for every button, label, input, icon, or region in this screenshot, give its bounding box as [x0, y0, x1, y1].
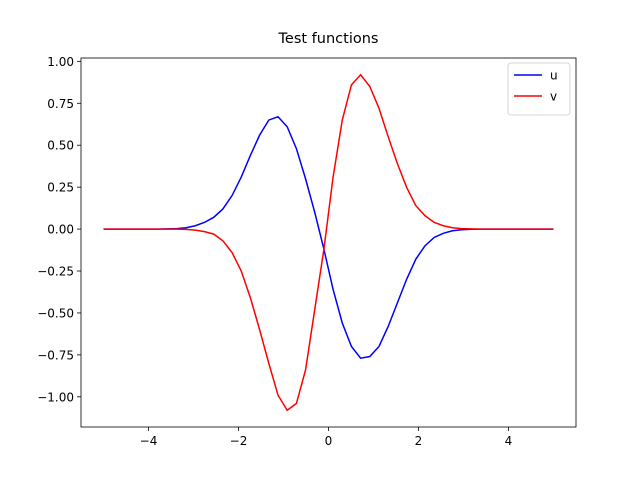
- y-tick-label: 1.00: [47, 55, 74, 69]
- legend-label: v: [550, 90, 557, 104]
- y-tick-label: 0.00: [47, 223, 74, 237]
- plot-frame: [80, 57, 577, 428]
- x-tick-label: 2: [415, 434, 423, 448]
- y-tick-label: 0.75: [47, 97, 74, 111]
- y-tick-label: −1.00: [37, 390, 74, 404]
- x-tick-label: −2: [230, 434, 248, 448]
- y-tick-label: −0.50: [37, 306, 74, 320]
- y-tick-label: −0.75: [37, 348, 74, 362]
- legend-label: u: [550, 69, 558, 83]
- y-tick-label: 0.25: [47, 181, 74, 195]
- y-tick-label: 0.50: [47, 139, 74, 153]
- x-tick-label: 4: [505, 434, 513, 448]
- line-series: [103, 73, 554, 412]
- line-series: [103, 115, 554, 360]
- x-tick-label: 0: [325, 434, 333, 448]
- x-tick-label: −4: [140, 434, 158, 448]
- chart-title: Test functions: [278, 31, 379, 47]
- y-tick-label: −0.25: [37, 265, 74, 279]
- legend-box: [507, 62, 571, 116]
